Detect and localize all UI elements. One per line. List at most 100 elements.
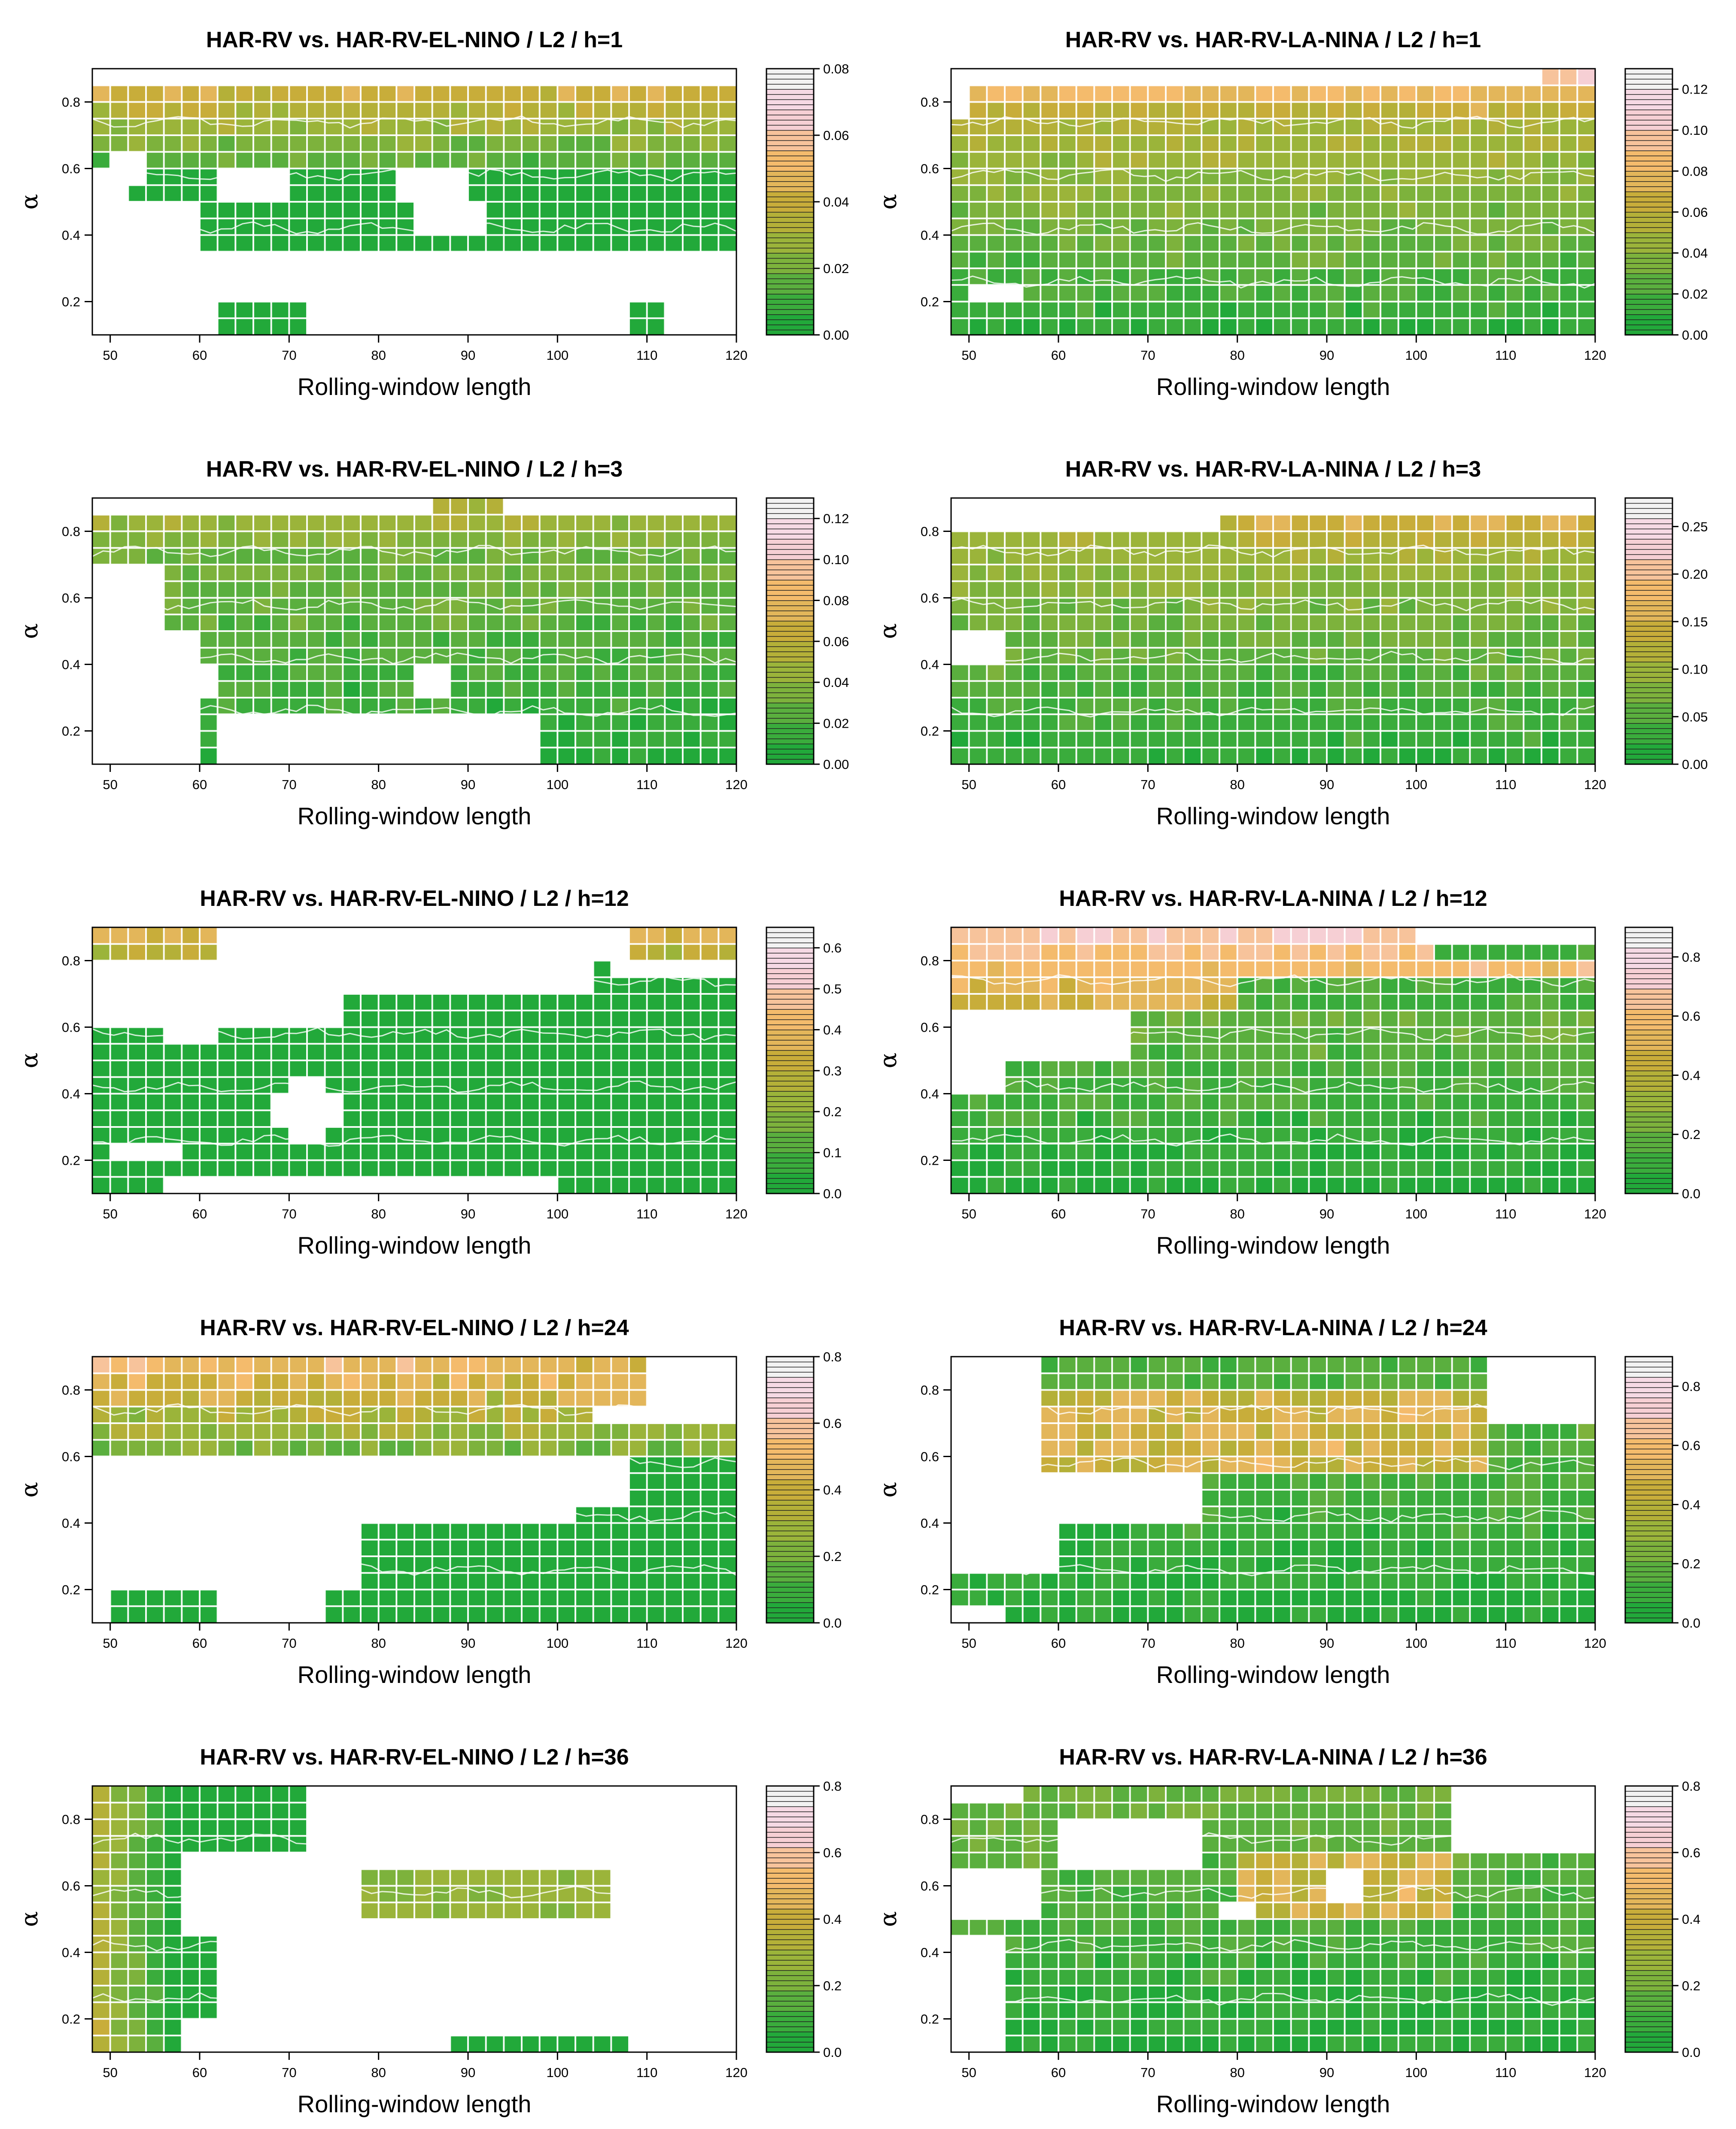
heatmap-cell: [92, 514, 111, 532]
heatmap-cell: [110, 944, 128, 961]
heatmap-cell: [987, 977, 1005, 994]
heatmap-cell: [522, 1540, 540, 1557]
heatmap-cell: [504, 2035, 522, 2053]
heatmap-cell: [629, 218, 648, 236]
heatmap-cell: [539, 1423, 558, 1440]
heatmap-cell: [1022, 631, 1041, 648]
heatmap-cell: [1040, 1589, 1059, 1607]
heatmap-cell: [522, 1110, 540, 1127]
heatmap-cell: [1398, 285, 1417, 302]
heatmap-cell: [432, 1010, 450, 1028]
heatmap-cell: [1219, 960, 1238, 978]
heatmap-cell: [987, 235, 1005, 252]
heatmap-cell: [1255, 1010, 1274, 1028]
heatmap-cell: [486, 1606, 504, 1623]
x-tick-label: 100: [546, 1636, 569, 1651]
heatmap-cell: [450, 1902, 468, 1919]
heatmap-cell: [522, 1010, 540, 1028]
heatmap-cell: [1040, 1357, 1059, 1374]
heatmap-cell: [432, 698, 450, 715]
heatmap-cell: [1201, 994, 1220, 1011]
heatmap-cell: [361, 102, 379, 119]
plot-frame: [91, 497, 737, 765]
heatmap-cell: [718, 185, 737, 202]
heatmap-cell: [414, 85, 433, 103]
colorbar-tick-label: 0.08: [823, 61, 849, 76]
heatmap-cell: [450, 152, 468, 169]
heatmap-cell: [1166, 1160, 1184, 1177]
heatmap-cell: [1130, 1556, 1148, 1573]
heatmap-cell: [1577, 1573, 1596, 1590]
heatmap-cell: [450, 1573, 468, 1590]
heatmap-cell: [1183, 714, 1202, 732]
heatmap-cell: [1434, 1423, 1453, 1440]
colorbar-band: [1625, 677, 1673, 683]
heatmap-cell: [1094, 1373, 1113, 1391]
heatmap-cell: [1434, 1357, 1453, 1374]
heatmap-cell: [1541, 1523, 1560, 1540]
heatmap-cell: [1237, 185, 1256, 202]
colorbar-band: [1625, 513, 1673, 519]
heatmap-cell: [92, 1093, 111, 1111]
heatmap-cell: [1523, 664, 1542, 681]
heatmap-cell: [1273, 681, 1292, 698]
heatmap-cell: [1380, 1589, 1399, 1607]
heatmap-cell: [468, 1010, 486, 1028]
heatmap-cell: [1362, 1473, 1381, 1490]
colorbar-band: [766, 1075, 814, 1081]
heatmap-cell: [1112, 1110, 1131, 1127]
heatmap-cell: [1040, 994, 1059, 1011]
heatmap-cell: [1398, 647, 1417, 665]
heatmap-cell: [235, 1143, 254, 1161]
heatmap-cell: [504, 681, 522, 698]
heatmap-cell: [593, 1556, 611, 1573]
y-tick-label: 0.8: [62, 524, 80, 539]
heatmap-cell: [378, 1373, 397, 1391]
heatmap-cell: [1505, 1423, 1524, 1440]
heatmap-cell: [1112, 301, 1131, 319]
colorbar-band: [766, 247, 814, 254]
heatmap-cell: [378, 185, 397, 202]
colorbar-band: [1625, 201, 1673, 208]
heatmap-cell: [450, 85, 468, 103]
heatmap-cell: [683, 185, 701, 202]
heatmap-cell: [1362, 927, 1381, 945]
heatmap-cell: [1219, 1506, 1238, 1524]
x-tick-label: 50: [961, 777, 976, 792]
heatmap-cell: [182, 944, 200, 961]
heatmap-cell: [504, 631, 522, 648]
heatmap-cell: [1380, 152, 1399, 169]
heatmap-cell: [450, 1060, 468, 1078]
heatmap-cell: [557, 1077, 576, 1094]
heatmap-cell: [1344, 102, 1363, 119]
colorbar-tick-label: 0.3: [823, 1063, 842, 1078]
heatmap-cell: [1327, 1573, 1345, 1590]
colorbar-band: [1625, 263, 1673, 269]
heatmap-cell: [325, 1606, 343, 1623]
heatmap-cell: [1344, 235, 1363, 252]
heatmap-cell: [325, 1077, 343, 1094]
heatmap-cell: [396, 1060, 415, 1078]
heatmap-cell: [1309, 1010, 1327, 1028]
heatmap-cell: [557, 1440, 576, 1457]
heatmap-cell: [1523, 1060, 1542, 1078]
heatmap-cell: [522, 1060, 540, 1078]
heatmap-cell: [1327, 548, 1345, 565]
heatmap-cell: [700, 1523, 719, 1540]
heatmap-cell: [1505, 1127, 1524, 1144]
heatmap-cell: [629, 1357, 648, 1374]
contour-line: [92, 1134, 737, 1147]
heatmap-cell: [1005, 747, 1023, 765]
heatmap-cell: [1398, 1589, 1417, 1607]
colorbar-band: [1625, 626, 1673, 632]
colorbar-band: [1625, 1423, 1673, 1429]
heatmap-cell: [1291, 1060, 1309, 1078]
heatmap-cell: [1076, 681, 1095, 698]
x-tick-label: 120: [725, 1206, 748, 1221]
colorbar-band: [766, 165, 814, 172]
heatmap-cell: [629, 318, 648, 335]
heatmap-cell: [1166, 927, 1184, 945]
heatmap-cell: [271, 698, 289, 715]
heatmap-cell: [361, 185, 379, 202]
